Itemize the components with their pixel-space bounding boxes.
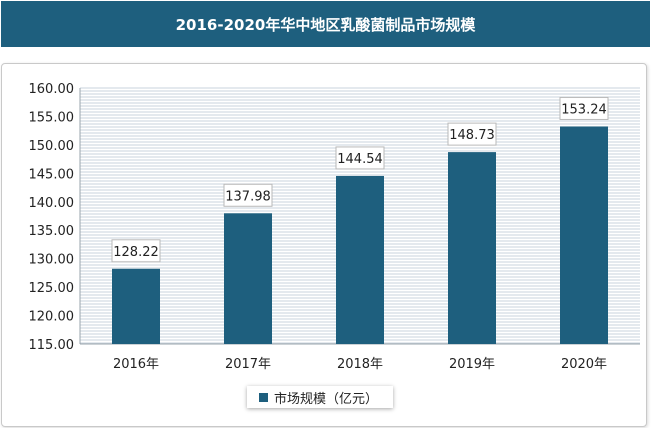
data-label-box (111, 239, 161, 263)
x-tick-label: 2016年 (113, 357, 159, 372)
legend: 市场规模（亿元） (247, 386, 393, 408)
data-label: 153.24 (561, 102, 607, 117)
data-label: 137.98 (225, 189, 271, 204)
y-tick-label: 145.00 (29, 167, 75, 182)
bar (560, 126, 608, 345)
data-label: 144.54 (337, 152, 383, 167)
data-label: 148.73 (449, 128, 495, 143)
x-tick-label: 2019年 (449, 357, 495, 372)
legend-label: 市场规模（亿元） (274, 391, 379, 407)
legend-swatch (259, 392, 268, 402)
y-tick-label: 125.00 (29, 281, 75, 296)
y-tick-label: 160.00 (29, 82, 75, 97)
y-tick-label: 135.00 (29, 224, 75, 239)
bar (224, 213, 272, 344)
y-tick-label: 120.00 (29, 310, 75, 325)
y-tick-label: 140.00 (29, 196, 75, 211)
data-label-box (559, 96, 609, 120)
y-tick-label: 115.00 (29, 338, 75, 353)
bar (336, 175, 384, 344)
x-tick-label: 2017年 (225, 357, 271, 372)
data-label-box (335, 146, 385, 170)
y-tick-label: 155.00 (29, 110, 75, 125)
data-label: 128.22 (113, 245, 159, 260)
data-label-box (447, 122, 497, 146)
y-tick-label: 130.00 (29, 253, 75, 268)
x-tick-label: 2018年 (337, 357, 383, 372)
y-tick-label: 150.00 (29, 139, 75, 154)
bar (448, 152, 496, 344)
x-tick-label: 2020年 (561, 357, 607, 372)
data-label-box (223, 183, 273, 207)
bar (112, 268, 160, 344)
chart-title: 2016-2020年华中地区乳酸菌制品市场规模 (1, 1, 650, 47)
